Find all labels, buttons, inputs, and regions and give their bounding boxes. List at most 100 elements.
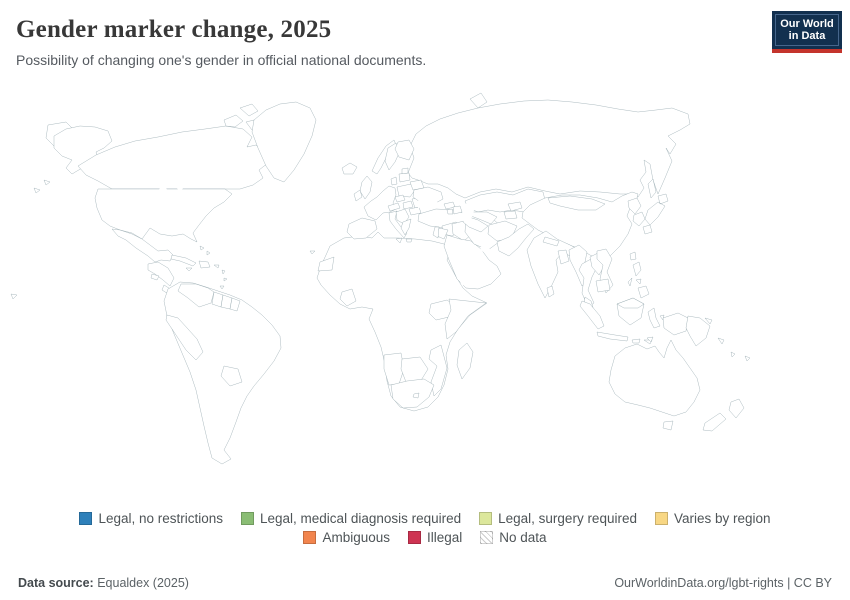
region-western-sahara[interactable] — [317, 256, 335, 272]
region-finland[interactable] — [394, 139, 415, 161]
region-solomon-islands[interactable] — [717, 337, 725, 345]
region-new-zealand[interactable] — [702, 398, 745, 432]
region-czechia[interactable] — [394, 194, 406, 203]
region-iceland[interactable] — [341, 162, 358, 175]
data-source-value: Equaldex (2025) — [93, 576, 189, 590]
region-peru[interactable] — [165, 314, 204, 361]
region-lesser-antilles[interactable] — [221, 269, 228, 282]
region-fiji[interactable] — [744, 355, 751, 362]
region-greece[interactable] — [400, 218, 413, 243]
region-papua-new-guinea[interactable] — [685, 315, 713, 347]
legend-item-legal-surgery[interactable]: Legal, surgery required — [479, 511, 637, 526]
region-philippines[interactable] — [627, 261, 650, 299]
legend-label: Legal, medical diagnosis required — [260, 511, 462, 526]
legend-swatch-legal-surgery — [479, 512, 493, 525]
legend-label: Varies by region — [673, 511, 771, 526]
region-cambodia[interactable] — [595, 278, 611, 293]
region-kyrgyzstan[interactable] — [507, 201, 523, 212]
region-timor-leste[interactable] — [646, 336, 654, 343]
world-map — [10, 92, 751, 465]
region-sri-lanka[interactable] — [546, 285, 555, 298]
region-bahamas[interactable] — [199, 245, 211, 256]
region-french-guiana[interactable] — [229, 297, 241, 312]
region-taiwan[interactable] — [629, 251, 637, 261]
great-lakes — [159, 187, 167, 193]
region-sakhalin[interactable] — [647, 178, 657, 199]
region-bangladesh[interactable] — [557, 249, 570, 265]
region-somalia[interactable] — [444, 298, 487, 340]
legend-item-legal-no-restrictions[interactable]: Legal, no restrictions — [79, 511, 223, 526]
region-jamaica[interactable] — [185, 267, 193, 272]
region-austria-switzerland[interactable] — [387, 202, 401, 212]
region-central-america[interactable] — [147, 261, 175, 287]
red-sea — [447, 246, 468, 286]
region-trinidad[interactable] — [219, 285, 225, 290]
region-el-salvador[interactable] — [150, 273, 160, 281]
legend-swatch-illegal — [407, 531, 421, 544]
region-cuba[interactable] — [170, 254, 197, 267]
owid-logo[interactable]: Our World in Data — [772, 11, 842, 53]
region-japan[interactable] — [642, 193, 669, 235]
black-sea — [416, 198, 438, 210]
great-lakes — [168, 190, 176, 196]
region-pakistan[interactable] — [496, 223, 535, 257]
data-source-label: Data source: — [18, 576, 94, 590]
page-title: Gender marker change, 2025 — [16, 16, 332, 43]
footer-link[interactable]: OurWorldinData.org/lgbt-rights | CC BY — [614, 576, 832, 590]
region-hawaii[interactable] — [10, 293, 18, 300]
region-puerto-rico[interactable] — [213, 264, 220, 269]
data-source: Data source: Equaldex (2025) — [18, 576, 189, 590]
region-denmark[interactable] — [390, 176, 398, 186]
region-israel[interactable] — [432, 226, 440, 239]
region-sulawesi[interactable] — [647, 307, 661, 329]
region-north-korea[interactable] — [627, 197, 642, 215]
region-greenland[interactable] — [251, 101, 317, 183]
region-hungary[interactable] — [402, 200, 414, 210]
region-mongolia[interactable] — [547, 195, 606, 211]
great-lakes — [177, 186, 183, 190]
region-russia[interactable] — [407, 99, 691, 199]
region-venezuela[interactable] — [177, 283, 215, 308]
region-bulgaria[interactable] — [408, 206, 422, 216]
region-tajikistan[interactable] — [503, 210, 518, 220]
legend-swatch-no-data — [480, 531, 494, 544]
region-france-germany[interactable] — [363, 185, 397, 221]
legend-item-legal-medical[interactable]: Legal, medical diagnosis required — [241, 511, 461, 526]
region-malaysia-borneo[interactable] — [616, 297, 645, 309]
region-australia[interactable] — [608, 339, 701, 417]
region-vanuatu[interactable] — [730, 351, 736, 358]
region-west-new-guinea[interactable] — [662, 312, 689, 336]
region-south-africa[interactable] — [390, 378, 435, 409]
legend-item-no-data[interactable]: No data — [480, 530, 547, 545]
region-tasmania[interactable] — [662, 420, 674, 431]
page-subtitle: Possibility of changing one's gender in … — [16, 52, 427, 68]
region-java[interactable] — [596, 331, 629, 342]
region-ireland[interactable] — [353, 189, 363, 202]
legend-item-ambiguous[interactable]: Ambiguous — [303, 530, 390, 545]
region-mozambique[interactable] — [428, 344, 448, 397]
region-canary-islands[interactable] — [309, 250, 316, 255]
region-india[interactable] — [526, 230, 579, 299]
legend-item-varies[interactable]: Varies by region — [654, 511, 771, 526]
region-nepal[interactable] — [542, 236, 560, 247]
region-latvia-lithuania[interactable] — [398, 172, 411, 183]
legend-item-illegal[interactable]: Illegal — [407, 530, 462, 545]
region-aleutians[interactable] — [33, 179, 51, 194]
region-iberia[interactable] — [346, 217, 378, 240]
region-hispaniola[interactable] — [198, 260, 211, 269]
region-azerbaijan[interactable] — [452, 205, 463, 215]
owid-logo-line2: in Data — [788, 30, 826, 42]
region-lesotho[interactable] — [412, 392, 420, 399]
region-usa[interactable] — [94, 188, 233, 243]
region-south-korea[interactable] — [632, 211, 646, 227]
region-madagascar[interactable] — [456, 342, 474, 380]
region-poland[interactable] — [396, 183, 416, 198]
region-novaya-zemlya[interactable] — [469, 92, 488, 109]
region-paraguay[interactable] — [220, 365, 243, 387]
legend-row-2: Ambiguous Illegal No data — [303, 530, 547, 545]
region-armenia[interactable] — [446, 208, 454, 215]
region-sumatra[interactable] — [579, 300, 605, 330]
legend-swatch-legal-medical — [241, 512, 255, 525]
region-cote-divoire[interactable] — [339, 288, 357, 307]
persian-gulf — [480, 246, 492, 254]
